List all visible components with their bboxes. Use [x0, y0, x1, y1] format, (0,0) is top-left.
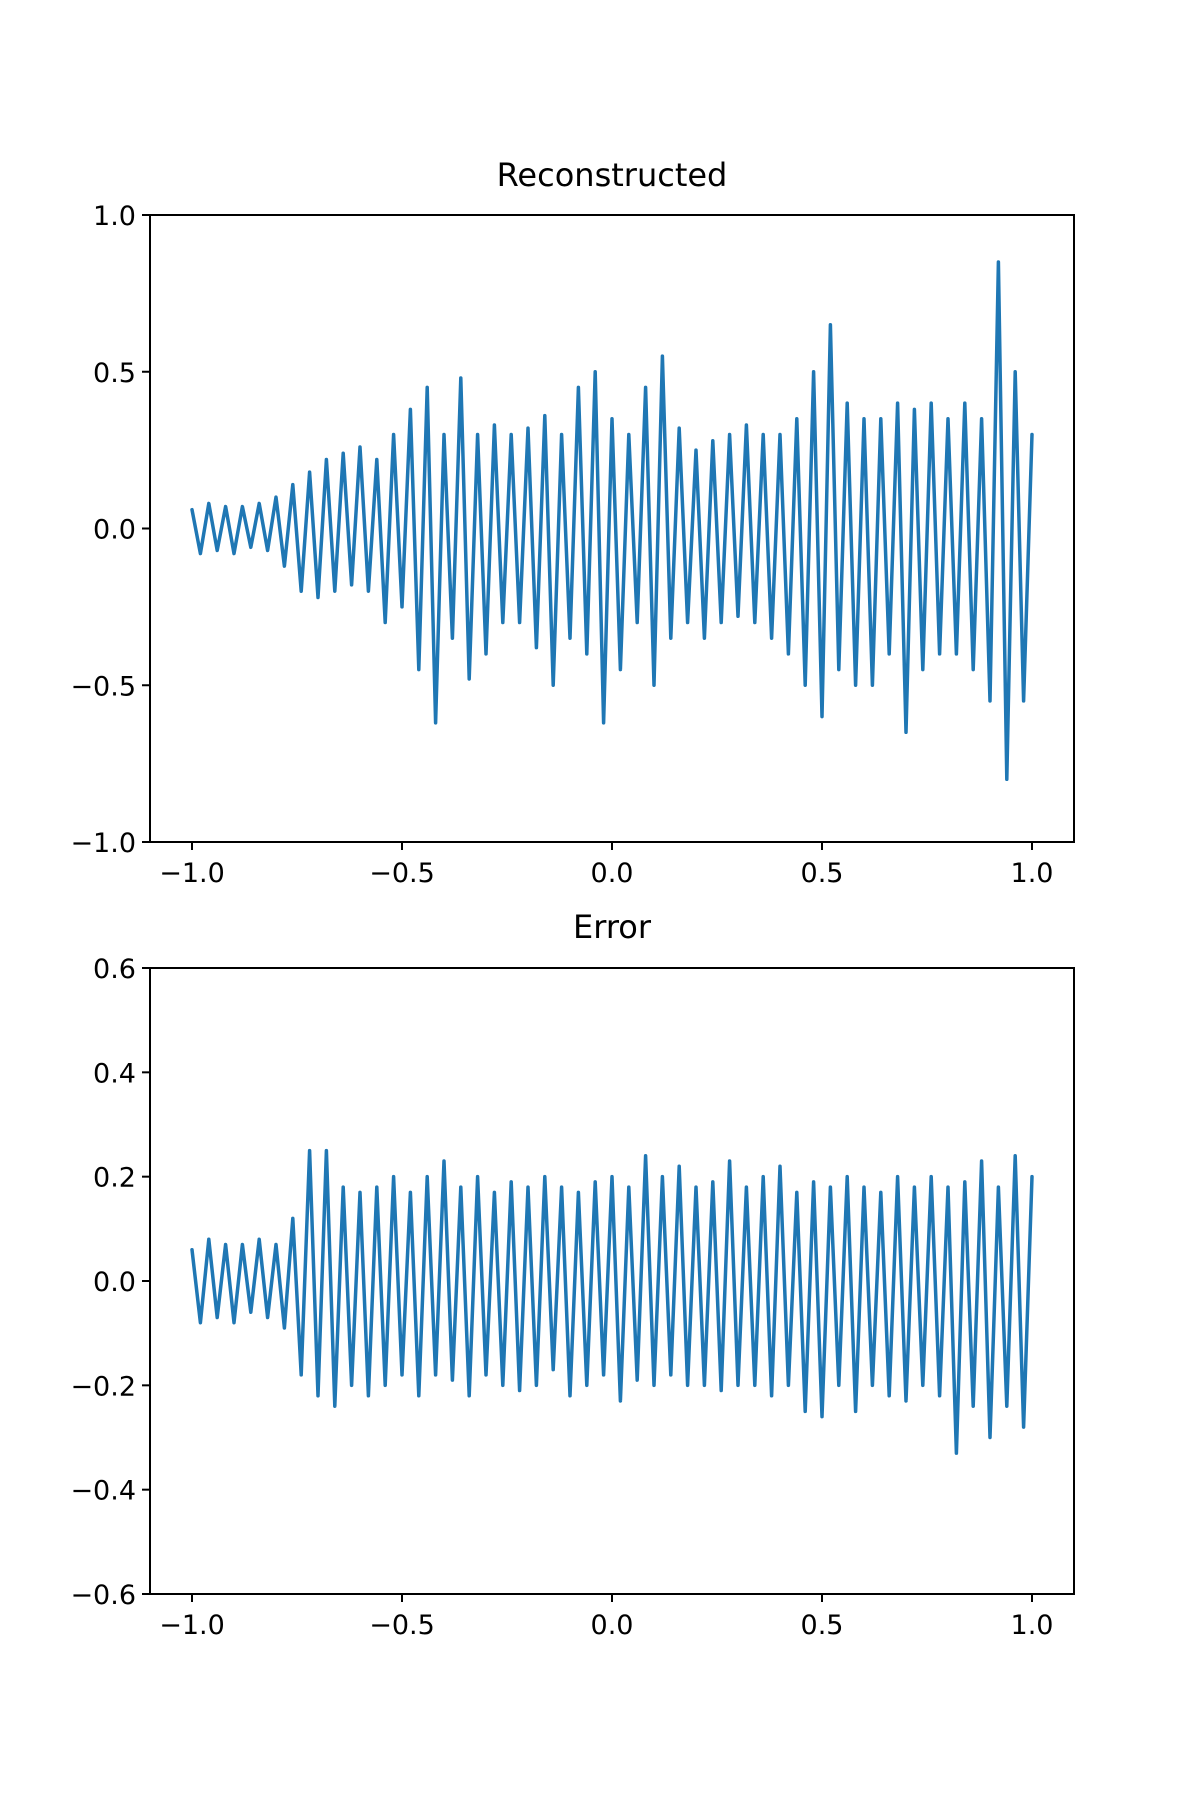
y-tick-label: −0.6 — [70, 1580, 136, 1611]
y-tick-label: 0.5 — [93, 358, 136, 389]
y-tick-label: 0.6 — [93, 954, 136, 985]
y-tick-label: 0.0 — [93, 515, 136, 546]
y-tick-label: −0.4 — [70, 1476, 136, 1507]
x-tick-label: 0.0 — [591, 1610, 634, 1641]
x-tick-label: −0.5 — [369, 1610, 435, 1641]
data-line — [190, 1148, 1034, 1455]
data-line — [190, 260, 1034, 782]
y-tick-label: −0.2 — [70, 1371, 136, 1402]
x-tick-label: 0.5 — [801, 1610, 844, 1641]
x-tick-label: −1.0 — [159, 858, 225, 889]
y-tick-label: 1.0 — [93, 201, 136, 232]
x-tick-label: −1.0 — [159, 1610, 225, 1641]
y-tick-label: 0.2 — [93, 1163, 136, 1194]
y-tick-label: 0.4 — [93, 1058, 136, 1089]
x-tick-label: 0.5 — [801, 858, 844, 889]
x-tick-label: 1.0 — [1011, 1610, 1054, 1641]
chart-title: Reconstructed — [497, 156, 728, 194]
y-tick-label: 0.0 — [93, 1267, 136, 1298]
x-tick-label: −0.5 — [369, 858, 435, 889]
y-tick-label: −1.0 — [70, 828, 136, 859]
chart-title: Error — [573, 908, 652, 946]
x-tick-label: 0.0 — [591, 858, 634, 889]
y-tick-label: −0.5 — [70, 671, 136, 702]
x-tick-label: 1.0 — [1011, 858, 1054, 889]
